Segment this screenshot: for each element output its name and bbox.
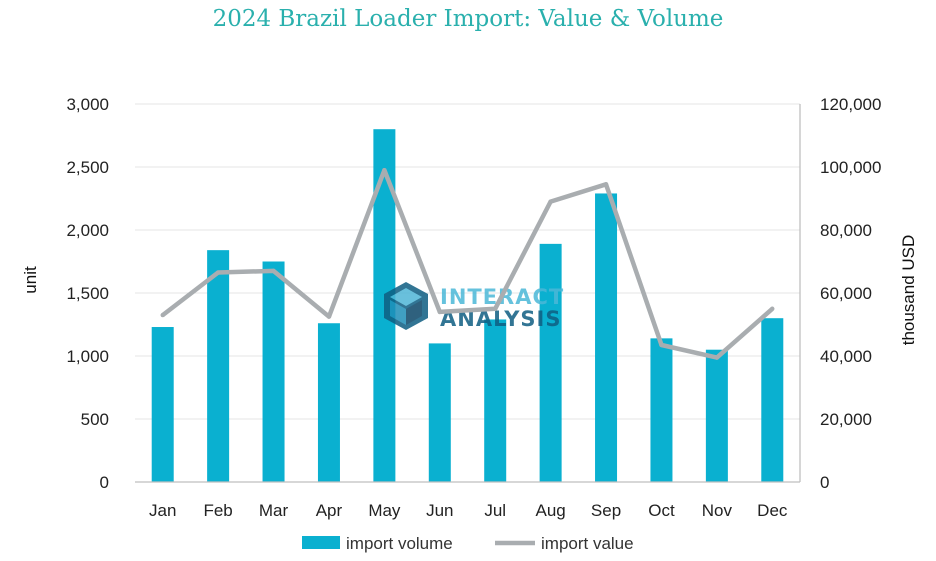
left-axis-ticks: 0 500 1,000 1,500 2,000 2,500 3,000 — [66, 95, 109, 492]
left-axis-title: unit — [21, 266, 40, 294]
legend: import volume import value — [302, 534, 634, 553]
left-tick-label: 0 — [100, 473, 109, 492]
hexagon-cube-logo-icon — [384, 282, 428, 330]
axes — [135, 104, 801, 483]
left-tick-label: 500 — [81, 410, 109, 429]
x-tick-label: Aug — [536, 501, 566, 520]
bar-oct — [650, 338, 673, 482]
value-point-jul — [493, 306, 498, 311]
bar-feb — [207, 250, 230, 482]
value-line-path — [161, 167, 774, 360]
left-tick-label: 2,500 — [66, 158, 109, 177]
bar-mar — [262, 261, 285, 482]
value-point-sep — [603, 182, 609, 187]
right-axis-ticks: 0 20,000 40,000 60,000 80,000 100,000 120,000 — [820, 95, 881, 492]
x-tick-label: Jan — [149, 501, 176, 520]
bar-jan — [151, 327, 174, 482]
chart-title: 2024 Brazil Loader Import: Value & Volum… — [212, 6, 724, 32]
x-tick-label: Feb — [203, 501, 232, 520]
value-point-nov — [714, 355, 720, 360]
legend-swatch-volume — [302, 536, 340, 549]
bar-sep — [595, 193, 618, 482]
right-tick-label: 60,000 — [820, 284, 872, 303]
x-tick-label: Nov — [702, 501, 733, 520]
x-tick-label: Mar — [259, 501, 289, 520]
bar-jul — [484, 319, 507, 482]
legend-label-volume: import volume — [346, 534, 453, 553]
value-point-jan — [160, 312, 165, 318]
gridlines — [135, 103, 800, 420]
x-tick-label: Oct — [648, 501, 675, 520]
right-axis-title: thousand USD — [899, 235, 918, 346]
right-tick-label: 100,000 — [820, 158, 881, 177]
value-line — [160, 167, 775, 360]
right-tick-label: 120,000 — [820, 95, 881, 114]
value-point-may — [382, 167, 387, 173]
value-point-jun — [437, 309, 442, 315]
x-axis-ticks: Jan Feb Mar Apr May Jun Jul Aug Sep Oct Nov Dec — [149, 501, 788, 520]
value-point-apr — [326, 314, 332, 319]
bar-dec — [761, 318, 784, 482]
left-tick-label: 1,500 — [66, 284, 109, 303]
value-point-aug — [548, 199, 553, 204]
bar-nov — [705, 349, 728, 482]
watermark-logo: INTERACT ANALYSIS — [384, 282, 563, 331]
right-tick-label: 80,000 — [820, 221, 872, 240]
value-point-mar — [271, 268, 276, 274]
value-point-feb — [215, 270, 221, 275]
x-tick-label: Apr — [316, 501, 343, 520]
legend-label-value: import value — [541, 534, 634, 553]
bar-apr — [317, 323, 340, 482]
value-point-oct — [659, 342, 664, 348]
value-point-dec — [770, 306, 775, 311]
bar-aug — [539, 243, 562, 482]
bar-jun — [428, 343, 451, 482]
x-tick-label: Jul — [484, 501, 506, 520]
x-tick-label: May — [368, 501, 401, 520]
x-tick-label: Sep — [591, 501, 621, 520]
right-tick-label: 0 — [820, 473, 829, 492]
left-tick-label: 2,000 — [66, 221, 109, 240]
right-tick-label: 40,000 — [820, 347, 872, 366]
volume-bars — [151, 129, 784, 482]
left-tick-label: 1,000 — [66, 347, 109, 366]
x-tick-label: Jun — [426, 501, 453, 520]
right-tick-label: 20,000 — [820, 410, 872, 429]
left-tick-label: 3,000 — [66, 95, 109, 114]
x-tick-label: Dec — [757, 501, 788, 520]
